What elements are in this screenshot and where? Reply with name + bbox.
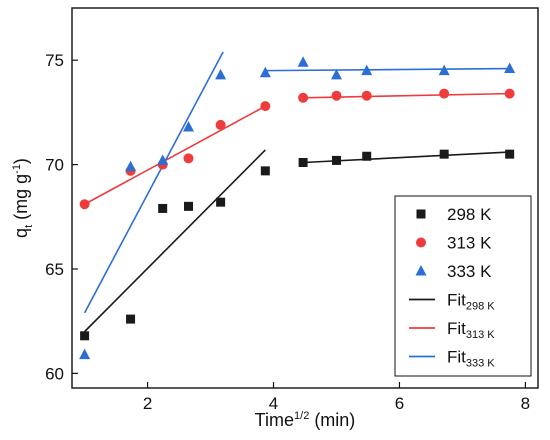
data-point-triangle: [259, 66, 271, 78]
data-point-triangle: [215, 68, 227, 80]
data-point-circle: [215, 119, 226, 130]
data-point-triangle: [125, 160, 137, 172]
data-point-square: [260, 166, 270, 176]
y-tick-label: 60: [45, 364, 64, 383]
data-point-triangle: [183, 121, 194, 132]
data-point-square: [362, 151, 372, 161]
data-point-square: [126, 314, 136, 324]
legend: 298 K 313 K 333 K Fit298 K Fit313 K Fit333 K: [394, 195, 532, 377]
data-point-circle: [361, 90, 372, 101]
legend-label: 313 K: [447, 234, 492, 253]
legend-label: 333 K: [447, 262, 492, 281]
data-point-triangle: [79, 348, 91, 360]
data-point-triangle: [361, 64, 373, 76]
y-tick-label: 70: [45, 156, 64, 175]
fit-line-segment: [83, 51, 224, 314]
y-axis-title: qt (mg g-1): [11, 158, 35, 238]
x-tick-label: 4: [269, 394, 278, 413]
data-point-circle: [504, 88, 515, 99]
legend-fit-label: Fit298 K: [447, 291, 495, 313]
fit-lines: [83, 51, 510, 333]
x-tick-label: 2: [143, 394, 152, 413]
y-tick-label: 75: [45, 51, 64, 70]
data-point-circle: [298, 92, 309, 103]
data-point-triangle: [330, 68, 342, 80]
data-point-square: [298, 158, 308, 168]
data-point-square: [158, 203, 168, 213]
fit-line-segment: [84, 149, 266, 333]
x-tick-label: 8: [521, 394, 530, 413]
data-point-square: [184, 201, 193, 211]
legend-marker-circle: [416, 237, 426, 248]
data-point-triangle: [504, 62, 516, 74]
data-points: [79, 56, 516, 360]
legend-marker-square: [416, 209, 426, 219]
data-point-circle: [439, 88, 450, 99]
fit-line-segment: [84, 105, 266, 205]
data-point-triangle: [438, 64, 450, 76]
legend-fit-label: Fit313 K: [447, 319, 495, 341]
data-point-circle: [260, 101, 271, 112]
data-point-square: [80, 331, 90, 341]
data-point-square: [331, 155, 341, 165]
fit-line-segment: [265, 67, 510, 72]
x-tick-label: 6: [395, 394, 404, 413]
data-point-triangle: [297, 56, 309, 67]
legend-marker-triangle: [415, 265, 427, 276]
plot-frame: [71, 7, 539, 389]
data-point-circle: [331, 90, 342, 101]
data-point-square: [439, 149, 449, 159]
x-axis-title: Time1/2 (min): [255, 410, 356, 430]
legend-box: [394, 195, 532, 377]
data-point-circle: [183, 153, 194, 164]
data-point-square: [216, 197, 226, 207]
legend-label: 298 K: [447, 205, 492, 224]
data-point-square: [505, 149, 515, 159]
legend-fit-label: Fit333 K: [447, 348, 495, 370]
y-tick-label: 65: [45, 260, 64, 279]
data-point-circle: [79, 199, 90, 210]
axis-ticks: 2 4 6 8 60 65 70 75: [45, 51, 530, 413]
data-point-triangle: [157, 154, 169, 165]
